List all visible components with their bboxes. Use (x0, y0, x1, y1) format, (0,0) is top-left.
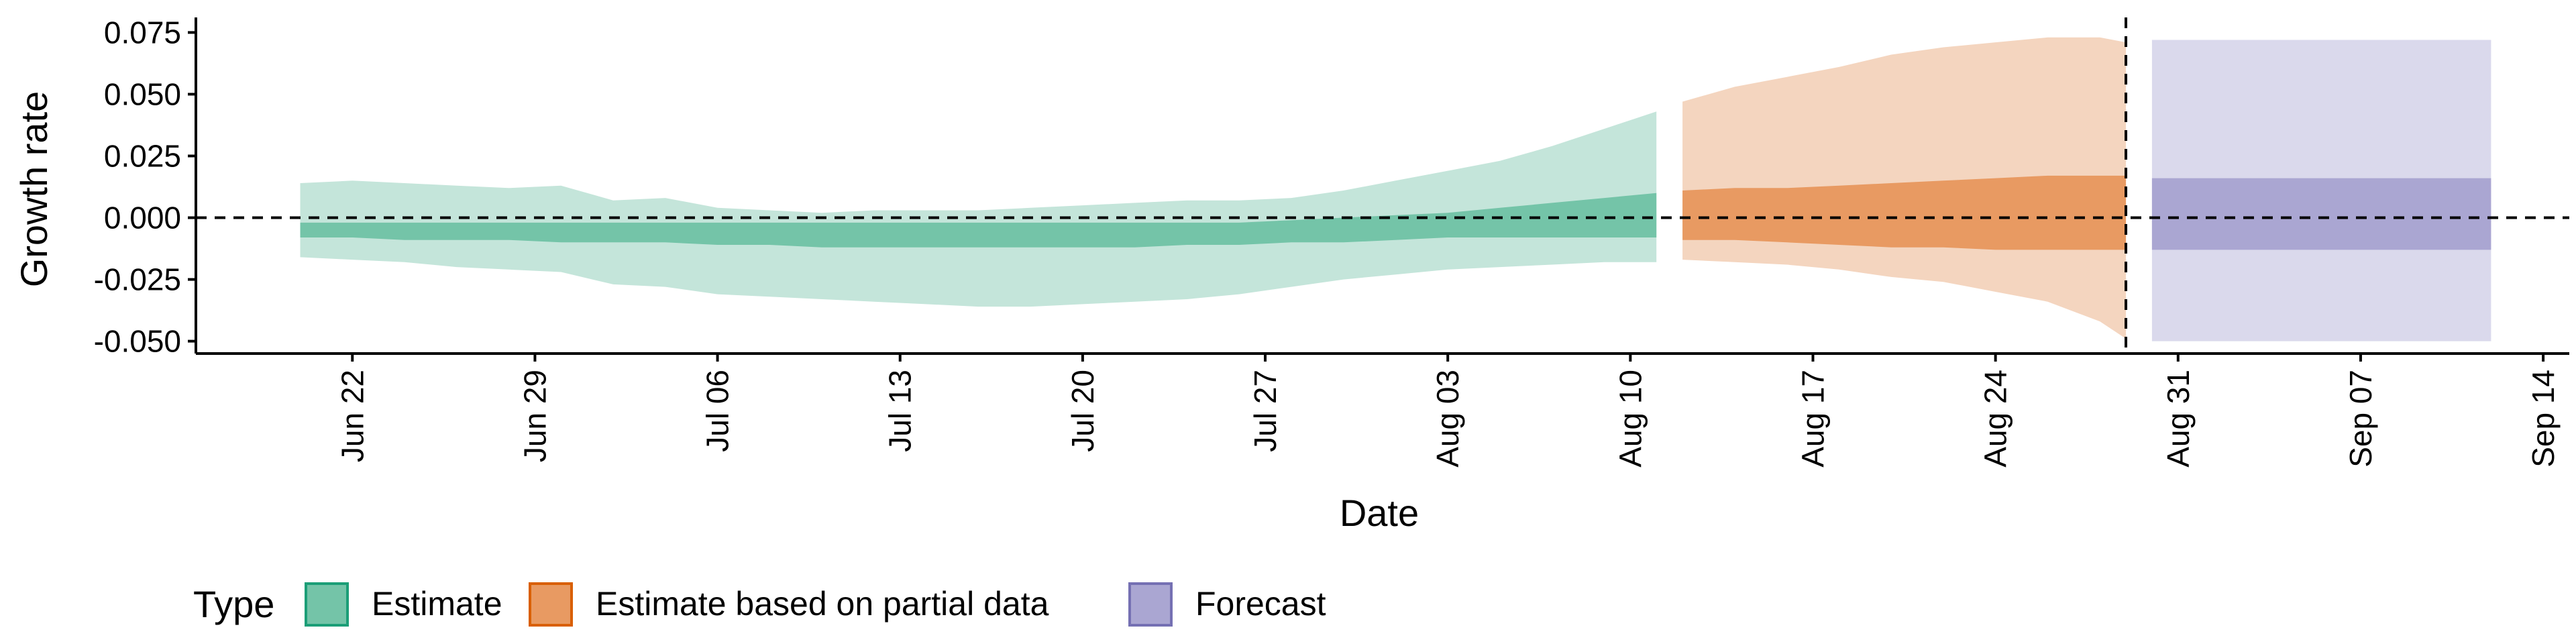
x-tick-label: Sep 14 (2526, 370, 2561, 468)
x-tick-label: Jul 13 (883, 370, 918, 452)
x-axis-title: Date (1340, 492, 1419, 534)
y-tick-label: 0.025 (104, 138, 181, 173)
x-tick-label: Aug 24 (1978, 370, 2013, 468)
estimate-based-on-partial-data-inner-band (1682, 175, 2127, 250)
axes: -0.050 -0.025 0.000 0.025 0.050 0.075 Jun 22 Ju… (94, 15, 2569, 468)
y-axis-title: Growth rate (13, 91, 55, 288)
legend-label: Estimate (372, 585, 502, 623)
x-tick-label: Aug 31 (2161, 370, 2196, 468)
y-tick-label: -0.025 (94, 262, 181, 297)
legend-swatch (1128, 582, 1173, 627)
x-tick-label: Aug 10 (1613, 370, 1648, 468)
reference-lines (196, 17, 2569, 354)
legend-label: Estimate based on partial data (596, 585, 1049, 623)
axis-titles: Date Growth rate (13, 91, 1419, 534)
legend-label: Forecast (1195, 585, 1326, 623)
ribbon-layer (300, 37, 2491, 341)
x-tick-label: Jun 22 (335, 370, 370, 462)
legend-swatch (529, 582, 573, 627)
estimate-inner-band (300, 193, 1657, 248)
x-tick-label: Jul 27 (1248, 370, 1283, 452)
x-tick-label: Jul 20 (1065, 370, 1100, 452)
y-tick-label: -0.050 (94, 324, 181, 359)
x-tick-label: Aug 17 (1796, 370, 1831, 468)
legend: Type Estimate Estimate based on partial d… (193, 582, 1326, 627)
forecast-inner-band (2151, 178, 2491, 250)
x-tick-label: Sep 07 (2343, 370, 2378, 468)
y-tick-label: 0.000 (104, 201, 181, 235)
x-tick-label: Aug 03 (1430, 370, 1465, 468)
x-tick-label: Jun 29 (517, 370, 552, 462)
legend-title: Type (193, 583, 274, 625)
y-tick-label: 0.050 (104, 76, 181, 111)
x-tick-label: Jul 06 (700, 370, 735, 452)
y-tick-label: 0.075 (104, 15, 181, 50)
estimate-outer-band (300, 111, 1657, 307)
legend-swatch (305, 582, 349, 627)
